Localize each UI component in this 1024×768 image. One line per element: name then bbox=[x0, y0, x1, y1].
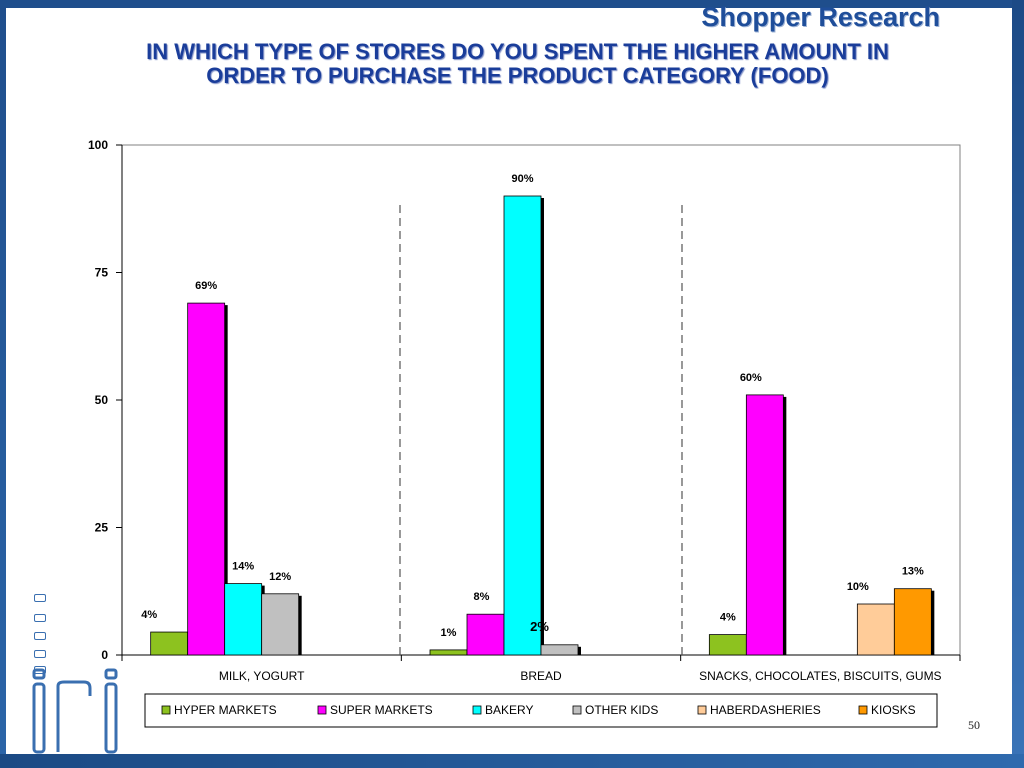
logo-dot bbox=[34, 594, 46, 602]
slide-subtitle: IN WHICH TYPE OF STORES DO YOU SPENT THE… bbox=[40, 40, 995, 88]
bar bbox=[429, 649, 468, 656]
bar bbox=[261, 593, 300, 656]
logo-dot bbox=[34, 614, 46, 622]
bar bbox=[893, 588, 932, 656]
bar-data-label: 90% bbox=[511, 173, 533, 185]
legend-box bbox=[144, 693, 938, 728]
bar-data-label: 4% bbox=[720, 612, 736, 624]
header-title: Shopper Research bbox=[701, 2, 940, 32]
bar-data-label: 4% bbox=[141, 609, 157, 621]
legend-label: KIOSKS bbox=[871, 703, 916, 717]
bar bbox=[503, 195, 542, 656]
frame-top-border bbox=[0, 0, 1024, 8]
logo-dot bbox=[34, 632, 46, 640]
page-number: 50 bbox=[968, 718, 980, 732]
legend-swatch bbox=[317, 705, 327, 715]
x-category-label: SNACKS, CHOCOLATES, BISCUITS, GUMS bbox=[699, 669, 941, 683]
frame-bottom-border bbox=[0, 754, 1024, 768]
legend-label: HYPER MARKETS bbox=[174, 703, 277, 717]
x-category-label: BREAD bbox=[520, 669, 562, 683]
bar bbox=[224, 583, 263, 656]
x-category-label: MILK, YOGURT bbox=[219, 669, 305, 683]
bar-data-label: 12% bbox=[269, 571, 291, 583]
y-tick-label: 0 bbox=[101, 648, 108, 662]
bar-data-label: 1% bbox=[441, 627, 457, 639]
bar bbox=[187, 302, 226, 656]
bar bbox=[150, 631, 189, 656]
bar-data-label: 8% bbox=[474, 591, 490, 603]
bar-data-label: 10% bbox=[847, 581, 869, 593]
y-tick-label: 100 bbox=[88, 138, 108, 152]
logo-dot bbox=[34, 650, 46, 658]
bar-data-label: 2% bbox=[530, 619, 549, 634]
legend-swatch bbox=[472, 705, 482, 715]
frame-right-border bbox=[1012, 0, 1024, 768]
bar-data-label: 60% bbox=[740, 372, 762, 384]
legend-swatch bbox=[697, 705, 707, 715]
slide-subtitle-line-1: IN WHICH TYPE OF STORES DO YOU SPENT THE… bbox=[146, 39, 889, 64]
legend-label: BAKERY bbox=[485, 703, 533, 717]
bar bbox=[708, 634, 747, 656]
frame-left-border bbox=[0, 0, 6, 768]
iri-logo bbox=[32, 668, 118, 754]
legend-label: OTHER KIDS bbox=[585, 703, 658, 717]
legend-label: SUPER MARKETS bbox=[330, 703, 433, 717]
legend-swatch bbox=[572, 705, 582, 715]
bar bbox=[466, 613, 505, 656]
bar bbox=[540, 644, 579, 656]
bar bbox=[856, 603, 895, 656]
slide-subtitle-line-2: ORDER TO PURCHASE THE PRODUCT CATEGORY (… bbox=[206, 63, 829, 88]
legend-swatch bbox=[161, 705, 171, 715]
y-tick-label: 50 bbox=[95, 393, 109, 407]
y-tick-label: 25 bbox=[95, 521, 109, 535]
bar-data-label: 14% bbox=[232, 561, 254, 573]
legend-swatch bbox=[858, 705, 868, 715]
bar bbox=[745, 394, 784, 656]
y-tick-label: 75 bbox=[95, 266, 109, 280]
bar-data-label: 13% bbox=[902, 566, 924, 578]
legend-label: HABERDASHERIES bbox=[710, 703, 821, 717]
bar-data-label: 69% bbox=[195, 280, 217, 292]
